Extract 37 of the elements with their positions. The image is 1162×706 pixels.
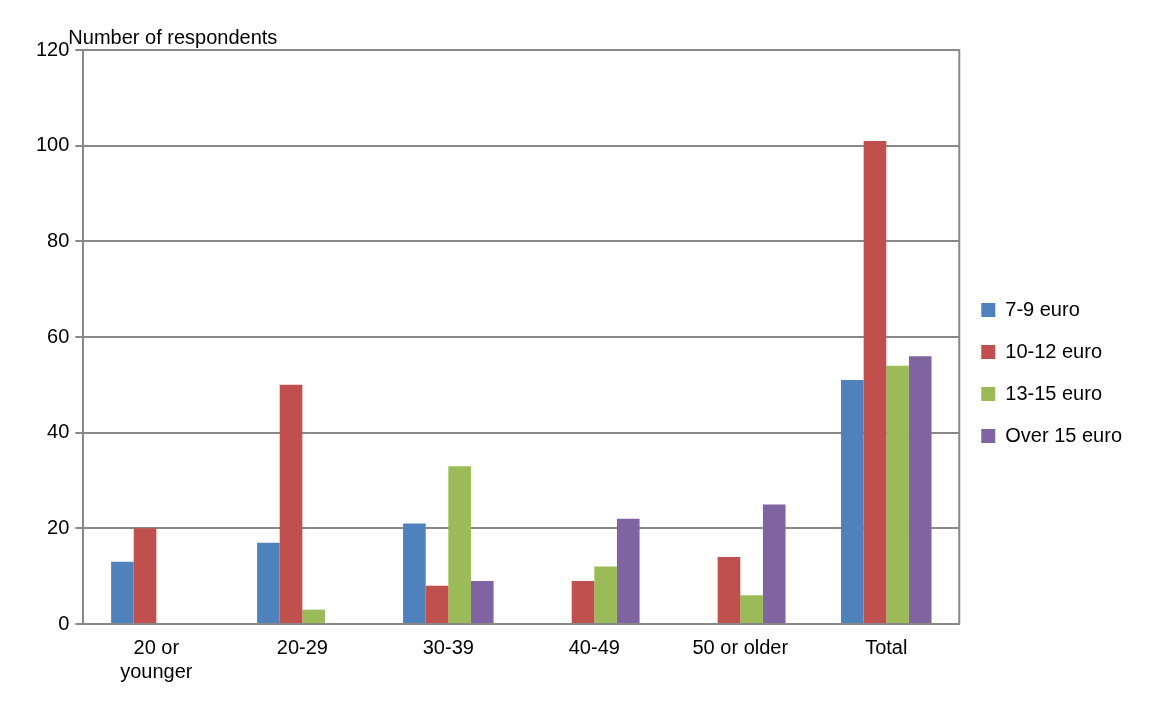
x-tick-label: 20-29 [276, 635, 328, 658]
bar [470, 580, 494, 623]
y-tick-label: 20 [47, 515, 70, 538]
y-tick-label: 100 [35, 133, 70, 156]
legend-label: 7-9 euro [1005, 297, 1080, 320]
bar [571, 580, 595, 623]
bar [302, 609, 325, 623]
x-tick-label: 40-49 [568, 635, 620, 658]
legend-label: 13-15 euro [1005, 381, 1103, 404]
bar [841, 380, 864, 623]
x-tick-label: 20 or younger [120, 635, 193, 682]
bar [740, 595, 763, 623]
y-tick-label: 0 [58, 611, 70, 634]
bar [762, 504, 786, 623]
bar [886, 365, 909, 623]
legend-label: Over 15 euro [1005, 423, 1123, 446]
x-tick-label: 30-39 [422, 635, 474, 658]
y-tick-label: 80 [47, 228, 70, 251]
bar [403, 523, 426, 623]
bar [133, 528, 157, 623]
x-tick-label: 50 or older [692, 635, 789, 658]
y-tick-label: 40 [47, 420, 70, 443]
bar [279, 384, 303, 623]
bar [425, 585, 449, 623]
y-axis-title: Number of respondents [68, 25, 278, 48]
bar [863, 140, 887, 623]
x-tick-label: Total [865, 635, 908, 658]
bar [594, 566, 617, 623]
bar [908, 356, 932, 623]
bar [111, 561, 134, 623]
bar [448, 466, 471, 623]
bar [257, 542, 280, 623]
y-tick-label: 120 [35, 37, 70, 60]
y-tick-label: 60 [47, 324, 70, 347]
legend-label: 10-12 euro [1005, 339, 1103, 362]
bar [616, 518, 640, 623]
bar [717, 557, 741, 623]
